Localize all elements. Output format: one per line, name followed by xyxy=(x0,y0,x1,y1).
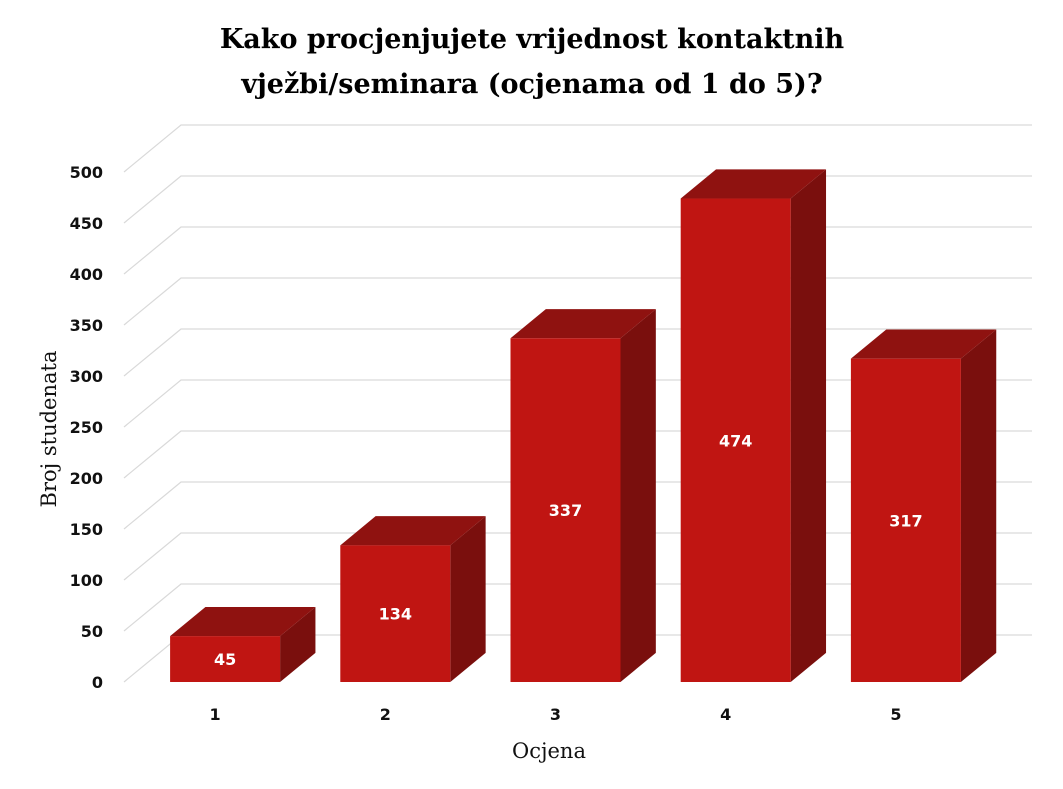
data-label-3: 337 xyxy=(549,501,582,520)
y-tick-label-0: 0 xyxy=(92,673,103,692)
x-tick-label-1: 1 xyxy=(210,705,221,724)
gridline-450 xyxy=(123,175,1032,224)
data-label-2: 134 xyxy=(379,605,412,624)
y-tick-label-250: 250 xyxy=(70,418,103,437)
y-tick-label-400: 400 xyxy=(70,265,103,284)
gridline-500 xyxy=(123,124,1032,173)
chart-title-line-2: vježbi/seminara (ocjenama od 1 do 5)? xyxy=(240,69,822,100)
y-tick-label-350: 350 xyxy=(70,316,103,335)
bar-front-2 xyxy=(340,545,451,682)
y-tick-label-100: 100 xyxy=(70,571,103,590)
data-label-1: 45 xyxy=(214,650,236,669)
x-tick-label-2: 2 xyxy=(380,705,391,724)
bar-top-1 xyxy=(170,606,316,637)
bar-front-5 xyxy=(850,358,961,682)
bar-top-2 xyxy=(340,516,486,546)
bar-top-5 xyxy=(850,329,997,359)
x-axis-ticks: 1 2 3 4 5 xyxy=(210,705,902,724)
bar-top-3 xyxy=(510,309,656,339)
bar-1: 45 xyxy=(170,606,316,682)
bar-4: 474 xyxy=(680,169,827,682)
y-tick-label-50: 50 xyxy=(81,622,103,641)
bar-side-3 xyxy=(620,309,656,682)
bar-5: 317 xyxy=(850,329,997,682)
y-tick-label-500: 500 xyxy=(70,163,103,182)
bar-side-1 xyxy=(280,606,316,682)
y-tick-label-150: 150 xyxy=(70,520,103,539)
x-tick-label-3: 3 xyxy=(550,705,561,724)
x-tick-label-5: 5 xyxy=(890,705,901,724)
y-tick-label-200: 200 xyxy=(70,469,103,488)
data-label-5: 317 xyxy=(889,511,922,530)
y-tick-label-300: 300 xyxy=(70,367,103,386)
x-axis-title: Ocjena xyxy=(512,739,586,763)
bars: 45 134 337 474 317 xyxy=(170,169,997,682)
bar-2: 134 xyxy=(340,516,486,682)
y-tick-label-450: 450 xyxy=(70,214,103,233)
bar-side-2 xyxy=(450,516,486,682)
y-axis-ticks: 0 50 100 150 200 250 300 350 400 450 500 xyxy=(70,163,103,692)
y-axis-title: Broj studenata xyxy=(37,351,61,508)
chart-title-line-1: Kako procjenjujete vrijednost kontaktnih xyxy=(220,24,845,55)
data-label-4: 474 xyxy=(719,431,752,450)
bar-side-4 xyxy=(790,169,827,682)
bar-front-1 xyxy=(170,636,281,682)
bar-3: 337 xyxy=(510,309,656,682)
bar-front-3 xyxy=(510,338,621,682)
bar-side-5 xyxy=(960,329,997,682)
gridline-400 xyxy=(123,226,1032,275)
bar-top-4 xyxy=(680,169,827,199)
bar-front-4 xyxy=(680,198,791,682)
x-tick-label-4: 4 xyxy=(720,705,731,724)
